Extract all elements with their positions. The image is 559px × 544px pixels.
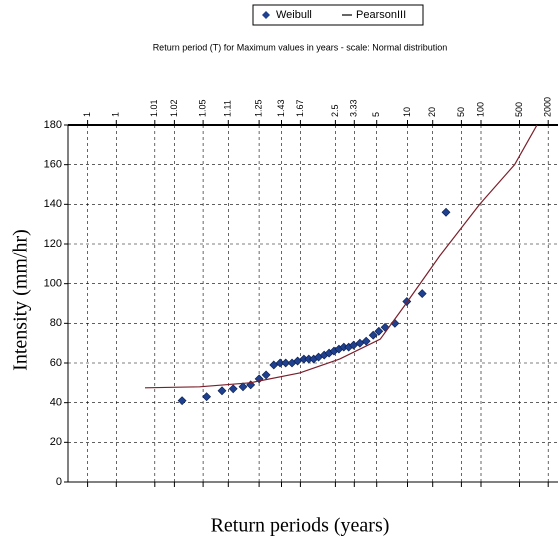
data-point (217, 386, 227, 396)
y-axis-label: Intensity (mm/hr) (10, 229, 32, 371)
x-tick-label: 3.33 (349, 99, 359, 117)
legend-swatch (262, 11, 270, 19)
data-point (177, 396, 187, 406)
data-point (361, 336, 371, 346)
y-tick-label: 60 (50, 357, 62, 369)
x-tick-label: 2000 (543, 97, 553, 117)
y-tick-label: 20 (50, 436, 62, 448)
x-tick-label: 100 (475, 102, 485, 117)
y-tick-label: 0 (56, 476, 62, 488)
chart-subtitle: Return period (T) for Maximum values in … (153, 42, 448, 52)
x-tick-label: 1.67 (295, 99, 305, 117)
y-tick-label: 140 (44, 198, 62, 210)
data-point (254, 374, 264, 384)
x-tick-label: 1.05 (197, 99, 207, 117)
x-tick-label: 1 (82, 112, 92, 117)
x-tick-label: 2.5 (330, 104, 340, 117)
x-tick-label: 1 (111, 112, 121, 117)
x-tick-label: 1.11 (223, 100, 233, 117)
data-point (374, 326, 384, 336)
x-axis-label: Return periods (years) (211, 515, 390, 537)
y-tick-label: 100 (44, 278, 62, 290)
y-tick-label: 40 (50, 397, 62, 409)
x-tick-label: 500 (514, 102, 524, 117)
x-tick-label: 1.25 (253, 99, 263, 117)
x-tick-label: 10 (402, 107, 412, 117)
data-point (238, 382, 248, 392)
fitted-curve (144, 124, 538, 389)
data-point (281, 358, 291, 368)
x-tick-label: 20 (427, 107, 437, 117)
data-point (261, 370, 271, 380)
data-point (228, 384, 238, 394)
y-tick-label: 80 (50, 317, 62, 329)
data-point (368, 330, 378, 340)
x-tick-label: 1.01 (149, 99, 159, 117)
data-point (202, 392, 212, 402)
x-tick-label: 1.43 (276, 99, 286, 117)
data-point (417, 289, 427, 299)
y-tick-label: 180 (44, 119, 62, 131)
data-point (441, 207, 451, 217)
legend-box (252, 4, 424, 26)
legend-label: Weibull (276, 9, 312, 21)
y-tick-label: 160 (44, 159, 62, 171)
x-tick-label: 5 (371, 112, 381, 117)
data-point (380, 322, 390, 332)
x-tick-label: 50 (456, 107, 466, 117)
y-tick-label: 120 (44, 238, 62, 250)
x-tick-label: 1.02 (169, 99, 179, 117)
legend-label: PearsonIII (356, 9, 406, 21)
